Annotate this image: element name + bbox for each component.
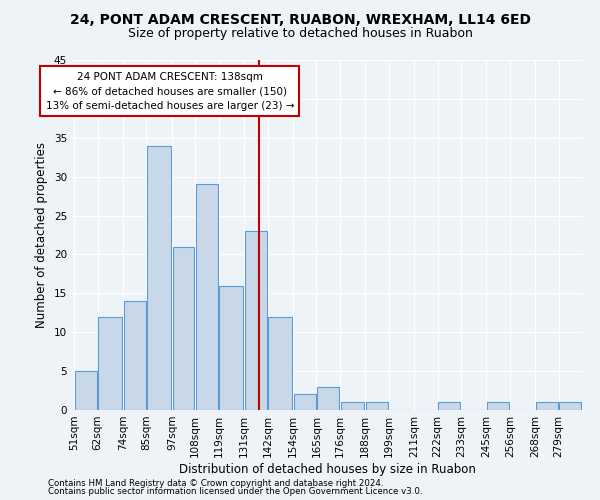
Bar	[487, 402, 509, 410]
Bar	[366, 402, 388, 410]
Text: Contains HM Land Registry data © Crown copyright and database right 2024.: Contains HM Land Registry data © Crown c…	[48, 478, 383, 488]
Y-axis label: Number of detached properties: Number of detached properties	[35, 142, 49, 328]
Bar	[173, 246, 194, 410]
Bar	[124, 301, 146, 410]
Bar	[147, 146, 171, 410]
Bar	[317, 386, 339, 410]
Text: Contains public sector information licensed under the Open Government Licence v3: Contains public sector information licen…	[48, 487, 422, 496]
Bar	[439, 402, 460, 410]
Bar	[268, 316, 292, 410]
Text: Size of property relative to detached houses in Ruabon: Size of property relative to detached ho…	[128, 28, 472, 40]
X-axis label: Distribution of detached houses by size in Ruabon: Distribution of detached houses by size …	[179, 462, 475, 475]
Bar	[196, 184, 218, 410]
Bar	[536, 402, 558, 410]
Bar	[559, 402, 581, 410]
Bar	[245, 231, 266, 410]
Text: 24 PONT ADAM CRESCENT: 138sqm
← 86% of detached houses are smaller (150)
13% of : 24 PONT ADAM CRESCENT: 138sqm ← 86% of d…	[46, 72, 294, 112]
Bar	[98, 316, 122, 410]
Bar	[75, 371, 97, 410]
Bar	[341, 402, 364, 410]
Text: 24, PONT ADAM CRESCENT, RUABON, WREXHAM, LL14 6ED: 24, PONT ADAM CRESCENT, RUABON, WREXHAM,…	[70, 12, 530, 26]
Bar	[220, 286, 243, 410]
Bar	[294, 394, 316, 410]
